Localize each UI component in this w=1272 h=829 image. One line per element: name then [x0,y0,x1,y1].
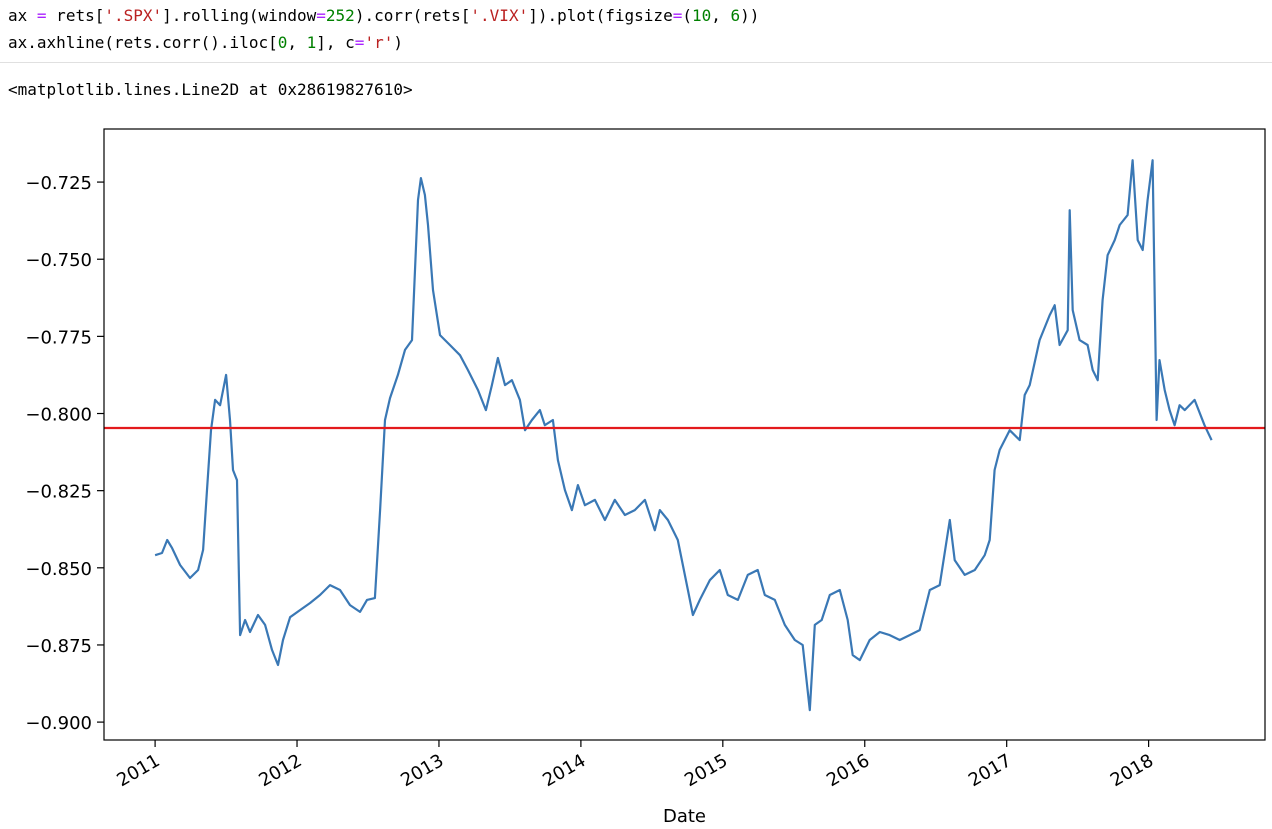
code-cell[interactable]: ax = rets['.SPX'].rolling(window=252).co… [0,0,1272,63]
y-tick-label: −0.750 [25,250,92,271]
code-token: 0 [277,33,288,52]
code-token: ], c [316,33,355,52]
code-token: = [672,6,683,25]
y-tick-label: −0.725 [25,173,92,194]
y-tick-label: −0.800 [25,405,92,426]
code-token: 1 [306,33,317,52]
code-token: ax.axhline(rets.corr().iloc[ [8,33,278,52]
code-token: ) [393,33,403,52]
y-tick-label: −0.850 [25,559,92,580]
code-token: ]).plot(figsize [528,6,673,25]
code-line: ax = rets['.SPX'].rolling(window=252).co… [8,6,759,25]
y-tick-label: −0.900 [25,713,92,734]
code-token: = [354,33,365,52]
x-tick-label: 2016 [823,750,873,791]
code-token: = [36,6,47,25]
x-tick-label: 2015 [681,750,731,791]
cell-output: <matplotlib.lines.Line2D at 0x2861982761… [8,80,413,99]
x-tick-label: 2018 [1107,750,1157,791]
code-token: ax [8,6,37,25]
y-tick-label: −0.775 [25,327,92,348]
x-tick-label: 2012 [255,750,305,791]
x-tick-label: 2011 [113,750,163,791]
code-token: '.VIX' [470,6,529,25]
y-tick-label: −0.825 [25,482,92,503]
y-tick-label: −0.875 [25,636,92,657]
code-token: ].rolling(window [162,6,317,25]
x-tick-label: 2017 [965,750,1015,791]
code-token: , [287,33,307,52]
code-token: 'r' [364,33,394,52]
code-token: '.SPX' [104,6,163,25]
code-token: 6 [730,6,741,25]
code-token: 252 [325,6,355,25]
data-line [154,159,1213,712]
code-token: , [711,6,731,25]
x-tick-label: 2014 [539,750,589,791]
code-token: = [316,6,326,25]
code-token: )) [740,6,760,25]
code-token: ).corr(rets[ [354,6,471,25]
x-axis-label: Date [663,806,706,827]
code-line: ax.axhline(rets.corr().iloc[0, 1], c='r'… [8,33,403,52]
x-tick-label: 2013 [397,750,447,791]
code-token: ( [682,6,692,25]
code-token: rets[ [46,6,105,25]
axes-frame [103,128,1266,741]
code-token: 10 [691,6,712,25]
